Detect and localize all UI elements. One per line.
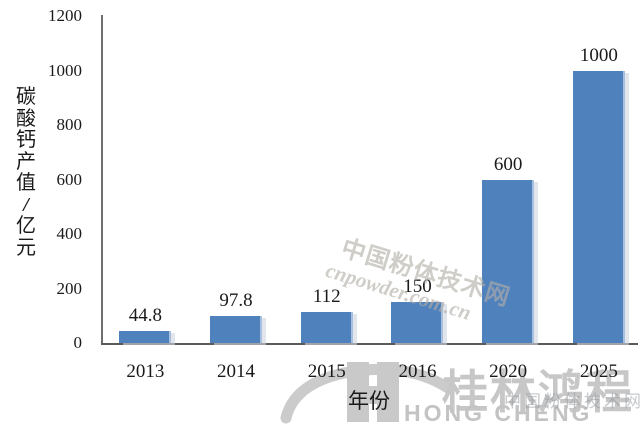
y-tick-label: 1000 [48,60,82,80]
y-tick-label: 800 [56,115,83,134]
y-axis-title: 碳酸钙产值 / 亿元 [13,86,39,259]
x-axis-line [101,342,638,345]
bar-2014 [210,316,263,343]
x-tick-label: 2014 [217,361,256,382]
y-tick-label: 600 [56,169,83,189]
y-tick-label: 1200 [48,6,82,25]
x-tick-label: 2020 [489,361,528,382]
y-axis-title-char: 碳 [16,86,36,108]
y-axis-title-char: 元 [16,236,36,259]
hongcheng-swoosh-icon [280,363,454,424]
y-axis-title-char: 值 [16,172,36,194]
logo-chinese-text: 桂林鸿程 [442,366,634,418]
data-label: 44.8 [128,304,162,326]
bar-2015 [300,312,353,343]
y-axis-title-char: 亿 [16,215,36,237]
watermark-corner: 中国粉体技术网 [504,392,640,411]
logo-latin-text: HONG CHENG [404,400,593,425]
hongcheng-h-icon [347,386,399,404]
x-tick-label: 2013 [126,361,165,382]
data-label: 112 [312,286,341,308]
data-label: 97.8 [219,290,253,312]
y-axis-title-char: / [23,193,29,216]
y-axis-title-char: 钙 [16,129,36,151]
bar-2020 [482,179,535,343]
data-label: 150 [403,276,432,298]
y-axis-title-char: 酸 [16,107,36,130]
y-tick-label: 400 [56,224,83,243]
bar-2016 [391,302,444,343]
y-tick-label: 200 [56,278,83,298]
y-tick-label: 0 [73,333,83,352]
x-tick-label: 2016 [398,361,437,382]
y-axis-line [101,15,103,343]
x-tick-label: 2025 [579,361,618,382]
bar-2025 [572,70,625,343]
x-tick-label: 2015 [307,361,346,382]
bar-2013 [119,330,172,343]
y-axis-title-char: 产 [16,150,36,173]
data-label: 600 [493,153,523,175]
x-axis-title: 年份 [348,389,390,413]
data-label: 1000 [579,44,618,66]
